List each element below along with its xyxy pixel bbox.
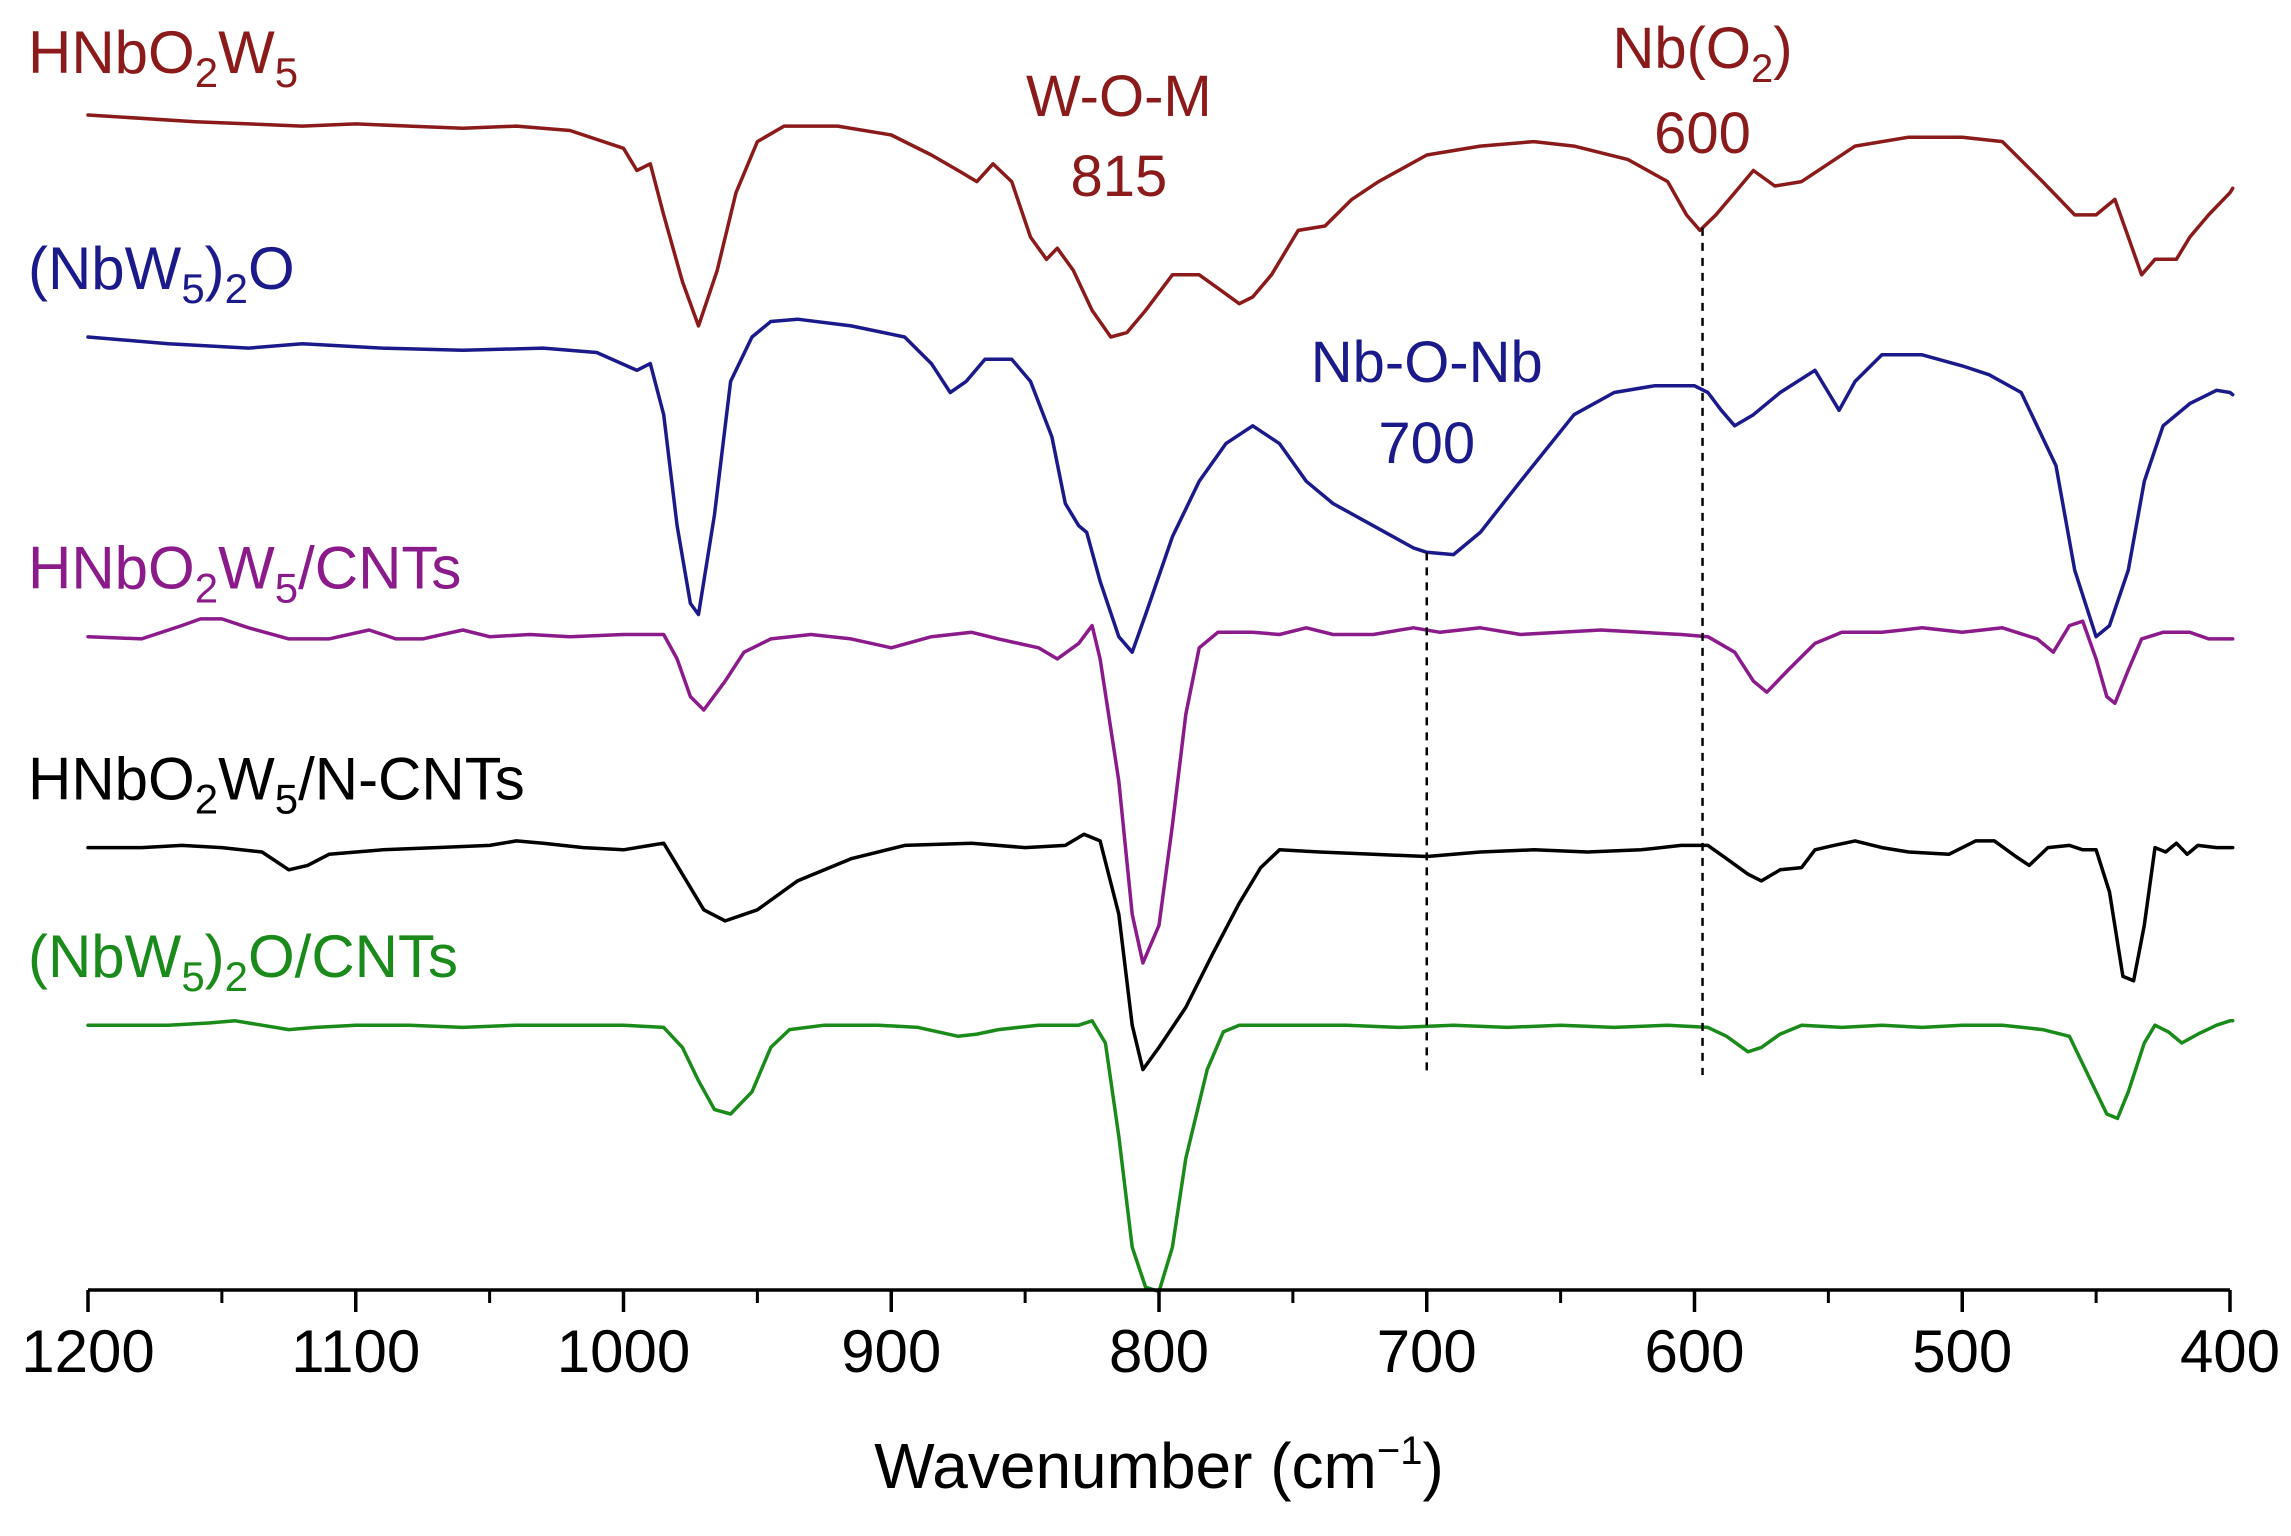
series-label-nbw5-2o-cnts: (NbW5)2O/CNTs	[28, 923, 458, 1000]
series-label-part: 2	[195, 565, 218, 612]
x-axis-tick-labels: 1200 1100 1000 900 800 700 600 500 400	[21, 1318, 2280, 1385]
series-label-part: HNbO	[28, 535, 195, 602]
annotation-value-600: 600	[1654, 101, 1751, 166]
x-tick-label: 600	[1644, 1318, 1744, 1385]
series-label-part: W	[218, 535, 275, 602]
series-line-hnbo2w5-cnts	[86, 617, 2235, 965]
x-axis-title-text: Wavenumber (cm	[874, 1430, 1377, 1502]
series-label-part: 2	[195, 776, 218, 823]
annotation-label-nb-o-nb: Nb-O-Nb	[1311, 330, 1543, 395]
x-axis-ticks	[86, 1290, 2232, 1312]
series-label-part: O	[248, 235, 295, 302]
series-label-part: 5	[275, 776, 298, 823]
series-label-nbw5-2o: (NbW5)2O	[28, 235, 295, 312]
series-label-part: (NbW	[28, 923, 182, 990]
series-label-part: 2	[195, 49, 218, 96]
series-label-part: )	[205, 235, 225, 302]
annotation-label-part: Nb-O-Nb	[1311, 330, 1543, 395]
x-tick-label: 1200	[21, 1318, 154, 1385]
x-tick-label: 800	[1109, 1318, 1209, 1385]
series-label-part: HNbO	[28, 19, 195, 86]
annotation-label-sub: 2	[1751, 47, 1773, 91]
series-label-part: 2	[225, 265, 248, 312]
series-label-part: 5	[181, 265, 204, 312]
x-tick-label: 700	[1377, 1318, 1477, 1385]
x-tick-label: 500	[1912, 1318, 2012, 1385]
annotation-value-815: 815	[1070, 144, 1167, 209]
series-label-part: O/CNTs	[248, 923, 458, 990]
series-labels: HNbO2W5(NbW5)2OHNbO2W5/CNTsHNbO2W5/N-CNT…	[28, 19, 525, 1000]
x-axis: 1200 1100 1000 900 800 700 600 500 400	[21, 1288, 2280, 1385]
series-label-part: (NbW	[28, 235, 182, 302]
annotation-label-part: Nb(O	[1612, 16, 1751, 81]
series-label-part: 5	[275, 565, 298, 612]
annotation-label-part: W-O-M	[1026, 64, 1212, 129]
series-traces	[86, 113, 2235, 1294]
series-line-hnbo2w5	[86, 113, 2235, 339]
annotation-label-w-o-m: W-O-M	[1026, 64, 1212, 129]
series-label-part: /N-CNTs	[298, 746, 525, 813]
annotation-value-700: 700	[1378, 411, 1475, 476]
series-label-part: 2	[225, 953, 248, 1000]
series-label-hnbo2w5-cnts: HNbO2W5/CNTs	[28, 535, 461, 612]
series-label-part: 5	[181, 953, 204, 1000]
x-axis-title-suffix: )	[1422, 1430, 1443, 1502]
reference-lines	[1425, 227, 1704, 1075]
x-axis-title-superscript: −1	[1377, 1429, 1423, 1473]
series-label-part: W	[218, 746, 275, 813]
series-line-hnbo2w5-n-cnts	[86, 832, 2235, 1072]
x-tick-label: 1100	[291, 1318, 420, 1385]
series-line-nbw5-2o-cnts	[86, 1019, 2235, 1294]
series-label-part: HNbO	[28, 746, 195, 813]
peak-annotations: W-O-M 815 Nb(O2) 600 Nb-O-Nb 700	[1026, 16, 1793, 476]
series-label-hnbo2w5-n-cnts: HNbO2W5/N-CNTs	[28, 746, 525, 823]
series-label-hnbo2w5: HNbO2W5	[28, 19, 298, 96]
series-label-part: 5	[275, 49, 298, 96]
x-axis-title: Wavenumber (cm−1)	[874, 1429, 1444, 1502]
annotation-label-nb-o: Nb(O2)	[1612, 16, 1792, 91]
x-tick-label: 1000	[557, 1318, 690, 1385]
series-line-nbw5-2o	[86, 317, 2235, 654]
series-label-part: )	[205, 923, 225, 990]
x-tick-label: 900	[841, 1318, 941, 1385]
annotation-label-part: )	[1773, 16, 1792, 81]
x-tick-label: 400	[2180, 1318, 2280, 1385]
series-label-part: W	[218, 19, 275, 86]
series-label-part: /CNTs	[298, 535, 461, 602]
